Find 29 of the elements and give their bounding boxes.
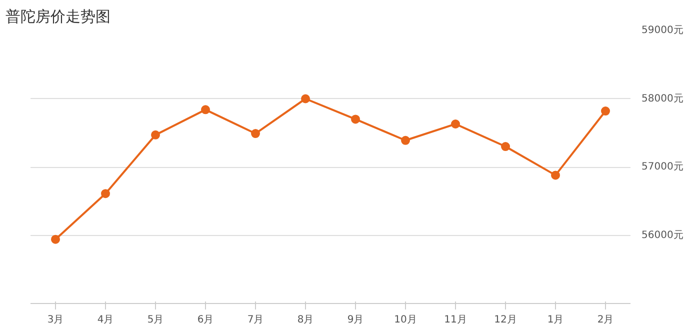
point xyxy=(601,106,610,116)
x-tick-label: 1月 xyxy=(547,314,564,326)
point xyxy=(351,114,360,124)
x-tick-label: 5月 xyxy=(147,314,164,326)
point xyxy=(451,120,460,128)
point xyxy=(51,234,60,244)
y-tick-label: 59000元 xyxy=(642,25,684,36)
x-tick-label: 7月 xyxy=(247,314,264,326)
point xyxy=(301,94,310,104)
point xyxy=(251,129,260,138)
y-tick-label: 57000元 xyxy=(642,162,684,172)
point xyxy=(551,170,560,180)
point xyxy=(201,105,210,114)
x-tick-label: 11月 xyxy=(444,314,467,326)
point xyxy=(101,189,110,198)
x-tick-label: 2月 xyxy=(597,314,614,326)
x-tick-label: 10月 xyxy=(394,314,417,326)
point xyxy=(501,142,510,152)
x-tick-label: 6月 xyxy=(197,314,214,326)
x-tick-label: 9月 xyxy=(347,314,364,326)
chart-title: 普陀房价走势图 xyxy=(6,8,110,26)
y-tick-label: 56000元 xyxy=(642,230,684,241)
point xyxy=(151,130,160,140)
x-tick-label: 3月 xyxy=(47,314,64,326)
x-tick-label: 12月 xyxy=(494,314,517,326)
point xyxy=(401,136,410,145)
x-tick-label: 4月 xyxy=(97,314,114,326)
x-tick-label: 8月 xyxy=(297,314,314,326)
y-tick-label: 58000元 xyxy=(642,93,684,104)
